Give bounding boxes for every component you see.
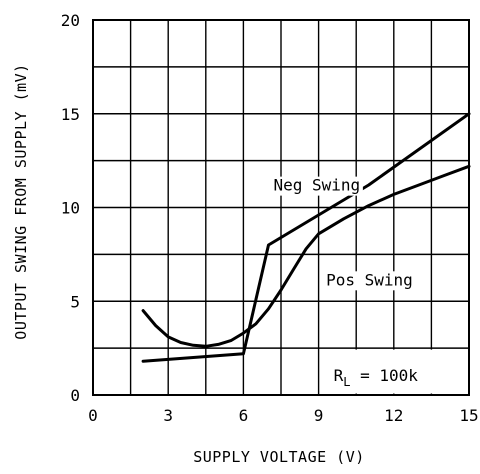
x-tick-label: 12	[384, 406, 403, 425]
plot-frame	[92, 19, 470, 396]
y-tick-labels: 0 5 10 15 20	[61, 11, 80, 405]
y-axis-title: OUTPUT SWING FROM SUPPLY (mV)	[12, 63, 30, 339]
series-label-pos-swing: Pos Swing	[326, 270, 413, 289]
series-label-background	[270, 176, 363, 196]
series-line-neg-swing	[141, 112, 471, 363]
x-tick-labels: 0 3 6 9 12 15	[88, 406, 478, 425]
y-tick-label: 5	[70, 292, 80, 311]
annotation-rl: RL = 100k	[334, 366, 419, 389]
annotation-sub: L	[343, 375, 350, 389]
y-tick-label: 0	[70, 386, 80, 405]
x-tick-label: 15	[459, 406, 478, 425]
annotation-box	[320, 349, 468, 394]
grid	[93, 20, 469, 395]
x-tick-label: 9	[314, 406, 324, 425]
annotation-main: R	[334, 366, 344, 385]
x-axis-title: SUPPLY VOLTAGE (V)	[193, 448, 365, 466]
y-tick-label: 15	[61, 105, 80, 124]
x-tick-label: 0	[88, 406, 98, 425]
x-tick-label: 3	[163, 406, 173, 425]
y-tick-label: 20	[61, 11, 80, 30]
x-tick-label: 6	[239, 406, 249, 425]
series-line-pos-swing	[141, 164, 471, 348]
series-label-background	[323, 271, 416, 291]
series-labels: Neg Swing Pos Swing	[270, 176, 416, 291]
y-tick-label: 10	[61, 199, 80, 218]
series-label-neg-swing: Neg Swing	[273, 176, 360, 195]
annotation-rest: = 100k	[351, 366, 419, 385]
series-lines	[141, 112, 471, 363]
